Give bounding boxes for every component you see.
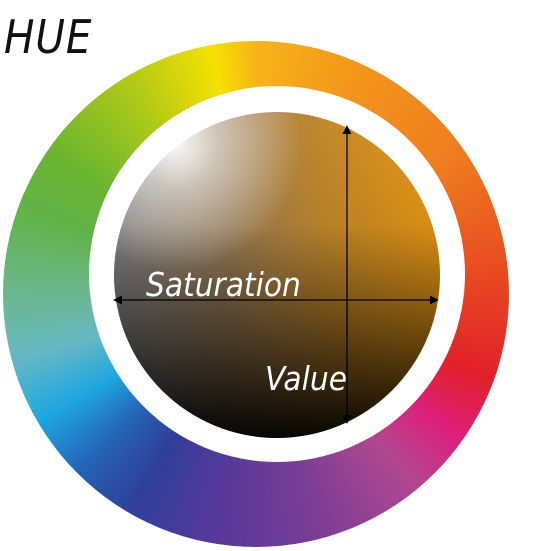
hue-title: HUE xyxy=(4,10,93,64)
value-label: Value xyxy=(265,359,347,398)
saturation-value-disc xyxy=(114,112,440,438)
saturation-label: Saturation xyxy=(146,265,301,304)
